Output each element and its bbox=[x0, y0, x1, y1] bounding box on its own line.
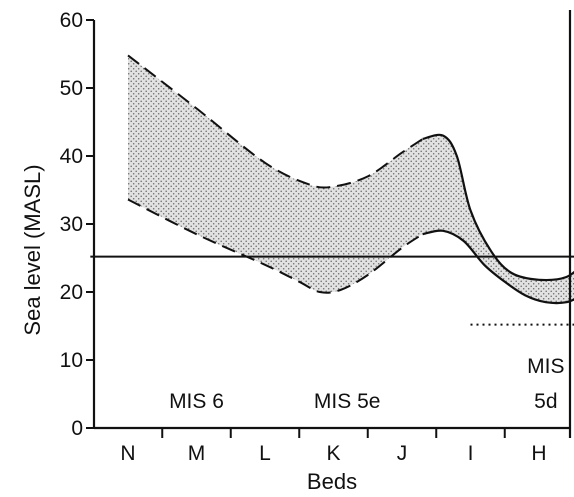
x-tick-label: I bbox=[468, 442, 474, 465]
y-tick-label: 0 bbox=[71, 417, 83, 440]
x-tick-label: N bbox=[120, 442, 135, 465]
x-tick-label: K bbox=[326, 442, 340, 465]
y-tick-label: 50 bbox=[60, 77, 83, 100]
mis-stage-label: MIS 5e bbox=[314, 390, 381, 413]
mis-stage-label: MIS 6 bbox=[169, 390, 224, 413]
y-tick-label: 30 bbox=[60, 213, 83, 236]
y-tick-label: 10 bbox=[60, 349, 83, 372]
x-tick-label: L bbox=[259, 442, 271, 465]
x-tick-label: H bbox=[531, 442, 546, 465]
y-axis-title: Sea level (MASL) bbox=[20, 164, 45, 335]
lower-bound-solid bbox=[422, 229, 574, 305]
x-axis-title: Beds bbox=[307, 469, 357, 494]
sea-level-envelope bbox=[128, 55, 574, 304]
mis-stage-label: 5d bbox=[534, 390, 557, 413]
upper-bound-dashed bbox=[127, 54, 424, 189]
y-tick-label: 40 bbox=[60, 145, 83, 168]
upper-bound-solid bbox=[422, 133, 574, 282]
chart-marks: 0 10 20 30 40 50 60 N M L K J I H MIS 6 MIS 5e MIS 5d bbox=[60, 9, 574, 465]
x-tick-label: J bbox=[397, 442, 408, 465]
y-tick-label: 60 bbox=[60, 9, 83, 32]
x-tick-label: M bbox=[188, 442, 206, 465]
y-tick-label: 20 bbox=[60, 281, 83, 304]
mis-stage-label: MIS bbox=[527, 355, 564, 378]
